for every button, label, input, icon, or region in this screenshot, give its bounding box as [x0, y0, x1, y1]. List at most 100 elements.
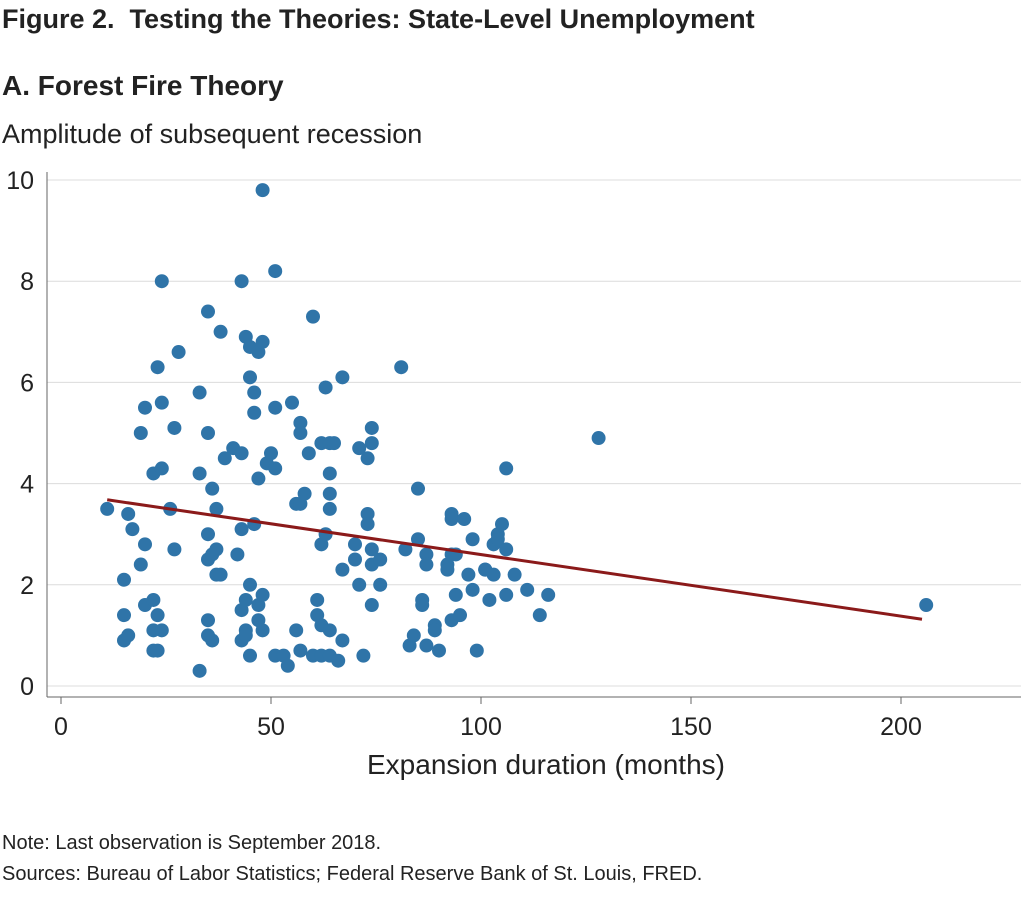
data-point-109 — [348, 537, 362, 552]
data-point-85 — [293, 643, 308, 658]
data-point-129 — [411, 532, 425, 547]
data-point-38 — [205, 633, 220, 648]
data-point-69 — [255, 587, 270, 602]
data-point-110 — [348, 552, 362, 567]
x-tick-label-200: 200 — [880, 713, 922, 741]
data-point-164 — [520, 582, 535, 597]
data-point-137 — [432, 643, 446, 658]
data-point-48 — [234, 446, 249, 461]
data-point-124 — [394, 360, 409, 375]
data-point-114 — [360, 451, 375, 466]
data-point-111 — [352, 441, 367, 456]
data-point-134 — [419, 638, 434, 653]
data-point-123 — [373, 577, 388, 592]
data-point-133 — [419, 557, 434, 572]
data-point-113 — [356, 648, 371, 663]
data-point-96 — [318, 380, 333, 395]
data-point-6 — [125, 522, 140, 537]
data-point-32 — [201, 527, 215, 542]
data-point-72 — [264, 446, 278, 461]
data-point-61 — [247, 405, 262, 420]
data-point-121 — [364, 598, 379, 613]
data-point-105 — [331, 653, 346, 668]
x-tick-label-50: 50 — [257, 713, 285, 741]
data-point-161 — [499, 542, 514, 557]
data-point-16 — [150, 360, 165, 375]
data-point-20 — [154, 395, 169, 410]
data-point-107 — [335, 562, 350, 577]
data-point-156 — [486, 567, 501, 582]
data-point-108 — [335, 633, 350, 648]
data-point-100 — [322, 486, 337, 501]
data-point-119 — [364, 542, 379, 557]
data-point-117 — [364, 420, 379, 435]
data-point-147 — [457, 512, 472, 527]
x-tick-label-150: 150 — [670, 713, 712, 741]
x-tick-label-0: 0 — [54, 713, 68, 741]
data-point-145 — [448, 587, 463, 602]
data-point-146 — [453, 608, 467, 623]
data-point-18 — [150, 643, 165, 658]
gridlines — [47, 179, 1021, 687]
data-point-122 — [373, 552, 388, 567]
data-point-165 — [532, 608, 547, 623]
data-point-70 — [255, 623, 270, 638]
data-point-78 — [280, 658, 295, 673]
data-point-106 — [335, 370, 350, 385]
data-point-67 — [255, 183, 270, 198]
data-point-58 — [243, 577, 257, 592]
data-point-7 — [133, 426, 148, 440]
y-tick-label-0: 0 — [20, 673, 34, 701]
data-point-83 — [293, 426, 308, 440]
x-axis-label: Expansion duration (months) — [367, 749, 725, 780]
data-point-127 — [406, 628, 421, 643]
data-point-1 — [117, 572, 131, 587]
data-point-167 — [591, 431, 606, 446]
data-point-68 — [255, 334, 270, 349]
y-tick-label-6: 6 — [20, 369, 34, 397]
data-point-136 — [427, 623, 442, 638]
y-tick-label-2: 2 — [20, 572, 34, 600]
data-point-28 — [192, 466, 207, 481]
data-point-36 — [205, 481, 220, 496]
data-point-55 — [238, 628, 253, 643]
trendline-group — [106, 498, 923, 621]
data-point-82 — [293, 415, 308, 430]
data-point-47 — [234, 274, 249, 289]
data-point-49 — [234, 522, 249, 537]
data-point-99 — [322, 466, 337, 481]
y-tick-label-4: 4 — [20, 471, 34, 499]
data-point-166 — [541, 587, 556, 602]
data-point-0 — [100, 501, 115, 516]
data-point-5 — [121, 506, 136, 521]
y-tick-label-8: 8 — [20, 268, 34, 296]
figure-title: Figure 2. Testing the Theories: State-Le… — [2, 4, 755, 34]
data-point-163 — [507, 567, 522, 582]
data-point-131 — [415, 598, 430, 613]
data-point-53 — [238, 592, 253, 607]
data-point-128 — [411, 481, 425, 496]
data-point-150 — [465, 582, 480, 597]
data-point-9 — [138, 400, 152, 415]
data-point-4 — [121, 628, 136, 643]
data-point-151 — [469, 643, 484, 658]
data-point-34 — [201, 613, 215, 628]
y-axis-label: Amplitude of subsequent recession — [2, 119, 423, 149]
data-point-17 — [150, 608, 165, 623]
data-point-141 — [444, 512, 459, 527]
data-point-39 — [209, 501, 224, 516]
data-point-19 — [154, 274, 169, 289]
data-point-2 — [117, 608, 131, 623]
data-point-10 — [138, 537, 152, 552]
data-point-74 — [268, 400, 283, 415]
data-point-26 — [171, 345, 186, 360]
data-point-31 — [201, 426, 215, 440]
data-point-87 — [301, 446, 316, 461]
data-point-59 — [243, 648, 257, 663]
data-point-118 — [364, 436, 379, 451]
data-point-112 — [352, 577, 367, 592]
data-point-44 — [217, 451, 232, 466]
data-point-40 — [209, 542, 224, 557]
